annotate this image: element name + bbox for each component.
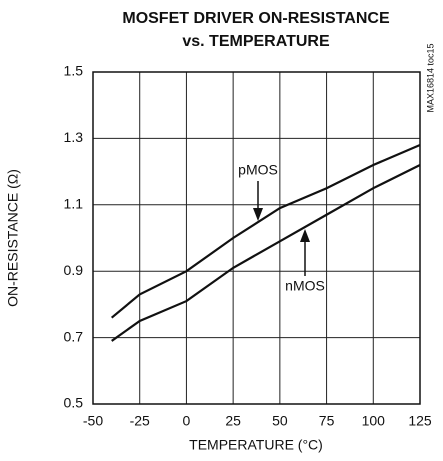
x-tick-label: 50: [272, 413, 288, 429]
x-tick-label: 100: [362, 413, 386, 429]
plot-frame: [92, 71, 421, 405]
chart-title: MOSFET DRIVER ON-RESISTANCE: [122, 10, 390, 27]
x-tick-label: 75: [319, 413, 335, 429]
y-tick-label: 0.7: [64, 328, 84, 344]
data-line: [111, 163, 421, 342]
y-axis-label: ON-RESISTANCE (Ω): [5, 169, 21, 307]
y-tick-label: 0.9: [64, 262, 84, 278]
x-axis-label: TEMPERATURE (°C): [189, 437, 323, 453]
y-tick-label: 1.3: [64, 129, 84, 145]
chart-title: vs. TEMPERATURE: [182, 33, 330, 50]
series-label: nMOS: [285, 278, 325, 294]
y-tick-label: 1.5: [64, 63, 84, 79]
y-tick-label: 0.5: [64, 395, 84, 411]
x-tick-label: 125: [408, 413, 432, 429]
x-tick-label: 25: [225, 413, 241, 429]
y-tick-label: 1.1: [64, 196, 84, 212]
data-line: [110, 144, 421, 319]
series-label: pMOS: [238, 162, 278, 178]
x-tick-label: -50: [83, 413, 103, 429]
arrow-head: [300, 229, 310, 242]
x-tick-label: -25: [130, 413, 150, 429]
side-note: MAX16814 toc15: [425, 43, 435, 112]
x-tick-label: 0: [183, 413, 191, 429]
arrow-head: [253, 208, 263, 221]
